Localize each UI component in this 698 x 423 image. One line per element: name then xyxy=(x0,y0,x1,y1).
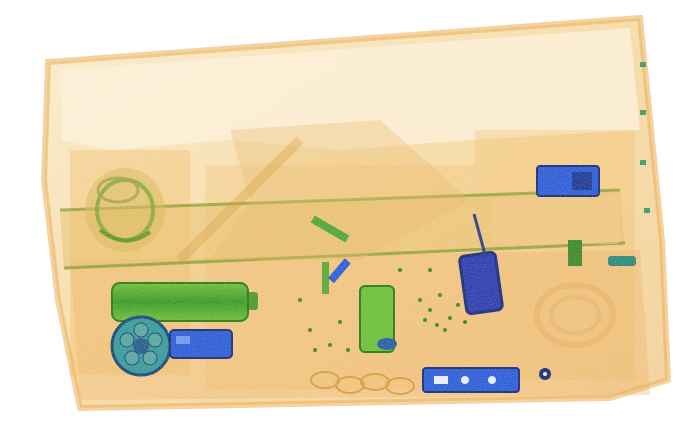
xray-scan-image xyxy=(0,0,698,423)
